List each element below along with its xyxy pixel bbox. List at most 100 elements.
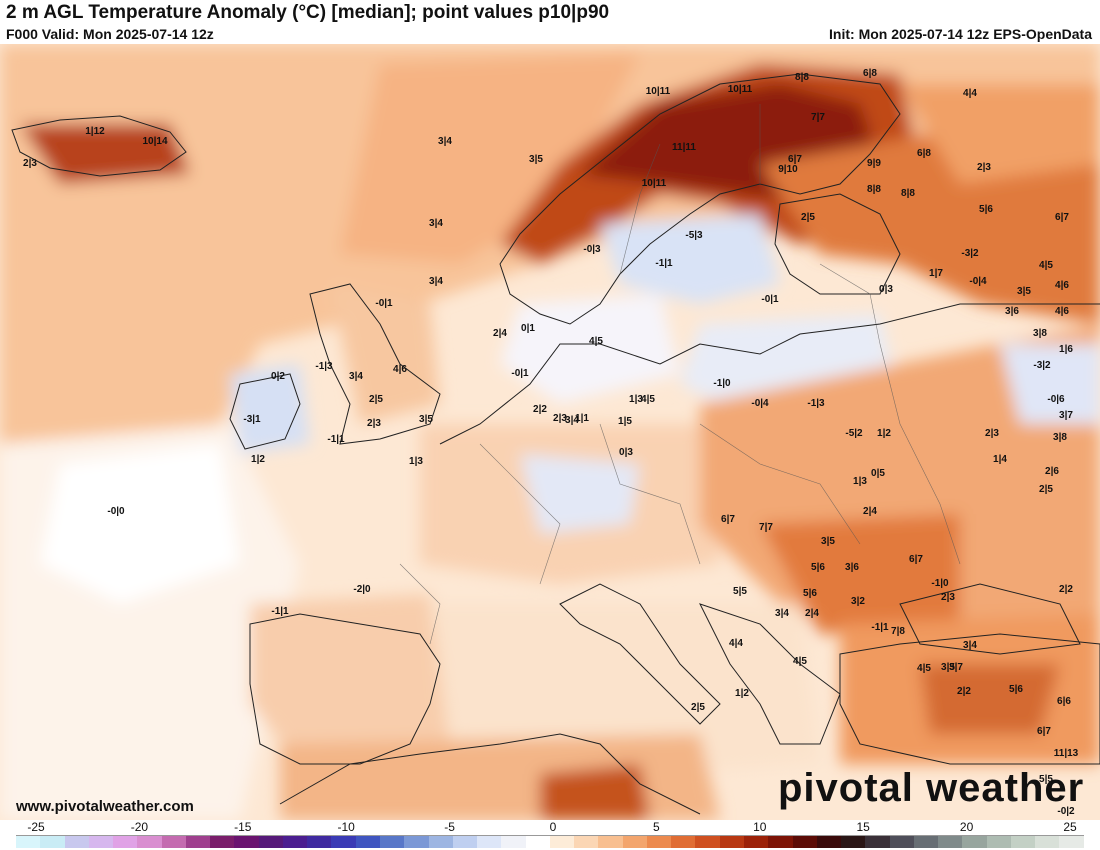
point-value-label: 6|8: [863, 68, 877, 79]
point-value-label: 1|3: [629, 394, 643, 405]
country-borders: [399, 104, 961, 645]
point-value-label: -1|1: [271, 606, 289, 617]
colorbar-tick-label: 25: [1063, 820, 1077, 834]
point-value-label: 1|12: [85, 126, 105, 137]
point-value-label: 3|5: [821, 536, 835, 547]
point-value-label: -1|3: [315, 361, 333, 372]
point-value-label: 3|2: [851, 596, 865, 607]
header: 2 m AGL Temperature Anomaly (°C) [median…: [0, 0, 1100, 44]
point-value-label: 7|7: [759, 522, 773, 533]
point-value-label: 6|6: [1057, 696, 1071, 707]
colorbar-swatch: [1010, 836, 1036, 848]
turkey-coast: [839, 633, 1100, 765]
scandinavia-coast: [499, 73, 901, 325]
point-value-label: 2|3: [23, 158, 37, 169]
colorbar-swatch: [210, 836, 235, 848]
point-value-label: 4|4: [729, 638, 743, 649]
colorbar-swatch: [477, 836, 502, 848]
britain-coast: [309, 283, 441, 445]
point-value-label: -2|0: [353, 584, 371, 595]
colorbar-swatch: [622, 836, 647, 848]
point-value-label: 6|7: [788, 154, 802, 165]
colorbar-swatch: [88, 836, 114, 848]
colorbar-swatch: [913, 836, 939, 848]
colorbar-tick-label: -5: [444, 820, 455, 834]
point-value-label: -1|3: [807, 398, 825, 409]
point-value-label: 1|4: [993, 454, 1007, 465]
point-value-label: 5|6: [803, 588, 817, 599]
point-value-label: 1|5: [618, 416, 632, 427]
anomaly-fill: [0, 44, 1100, 820]
colorbar-swatch: [938, 836, 963, 848]
point-value-label: -0|2: [1057, 806, 1075, 817]
website-label: www.pivotalweather.com: [16, 798, 194, 815]
point-value-label: 2|5: [1039, 484, 1053, 495]
colorbar-swatch: [355, 836, 380, 848]
colorbar-tick-label: 10: [753, 820, 767, 834]
colorbar-swatch: [865, 836, 890, 848]
point-value-label: 4|5: [917, 663, 931, 674]
colorbar-swatch: [695, 836, 720, 848]
point-value-label: 3|4: [349, 371, 363, 382]
point-value-label: 2|3: [977, 162, 991, 173]
colorbar-tick-label: 15: [856, 820, 870, 834]
colorbar-swatch: [986, 836, 1011, 848]
colorbar-swatch: [719, 836, 744, 848]
point-value-label: 5|6: [979, 204, 993, 215]
point-value-label: -1|1: [871, 622, 889, 633]
point-value-label: -0|1: [761, 294, 779, 305]
logo-text: pivotal weather: [778, 766, 1085, 810]
colorbar-swatch: [549, 836, 575, 848]
colorbar-swatch: [452, 836, 478, 848]
point-value-label: -0|3: [583, 244, 601, 255]
colorbar-swatch: [525, 836, 550, 848]
point-value-label: -1|1: [655, 258, 673, 269]
point-value-labels: 1|1210|142|33|43|53|43|4-0|0-3|1-2|0-1|1…: [23, 68, 1079, 817]
point-value-label: 2|4: [863, 506, 877, 517]
colorbar-ticks: -25 -20 -15 -10 -5 0 5 10 15 20 25: [0, 820, 1100, 834]
point-value-label: 2|2: [957, 686, 971, 697]
colorbar-swatch: [40, 836, 65, 848]
colorbar-swatch: [137, 836, 162, 848]
point-value-label: -1|0: [931, 578, 949, 589]
point-value-label: 3|5: [941, 662, 955, 673]
point-value-label: 2|4: [805, 608, 819, 619]
point-value-label: 2|4: [493, 328, 507, 339]
colorbar-tick-label: 20: [959, 820, 974, 834]
point-value-label: 2|2: [1059, 584, 1073, 595]
point-value-label: 4|6: [1055, 280, 1069, 291]
point-value-label: -5|3: [685, 230, 703, 241]
point-value-label: 0|5: [871, 468, 885, 479]
colorbar-swatch: [258, 836, 283, 848]
colorbar-swatch: [743, 836, 769, 848]
colorbar-swatch: [1035, 836, 1060, 848]
point-value-label: 0|2: [271, 371, 285, 382]
balkans-coast: [699, 603, 841, 745]
colorbar-swatch: [307, 836, 332, 848]
iberia-coast: [249, 613, 441, 765]
point-value-label: 2|3: [941, 592, 955, 603]
point-value-label: 3|6: [1005, 306, 1019, 317]
point-value-label: 5|6: [1009, 684, 1023, 695]
point-value-label: 6|8: [917, 148, 931, 159]
colorbar-tick-label: 0: [549, 820, 557, 834]
point-value-label: -1|0: [713, 378, 731, 389]
point-value-label: 3|4: [775, 608, 789, 619]
colorbar-swatch: [671, 836, 696, 848]
colorbar-swatch: [574, 836, 599, 848]
point-value-label: 3|5: [419, 414, 433, 425]
colorbar-swatch: [962, 836, 987, 848]
point-value-label: 1|6: [1059, 344, 1073, 355]
point-value-label: 2|5: [691, 702, 705, 713]
point-value-label: 1|7: [929, 268, 943, 279]
point-value-label: 10|14: [142, 136, 167, 147]
point-value-label: 2|5: [369, 394, 383, 405]
anomaly-map[interactable]: 1|1210|142|33|43|53|43|4-0|0-3|1-2|0-1|1…: [0, 44, 1100, 820]
valid-time: F000 Valid: Mon 2025-07-14 12z: [6, 26, 214, 42]
point-value-label: 3|4: [438, 136, 452, 147]
point-value-label: 2|5: [801, 212, 815, 223]
colorbar-swatch: [331, 836, 356, 848]
point-value-label: -0|4: [969, 276, 987, 287]
point-value-label: 10|11: [728, 84, 753, 95]
point-value-label: 6|7: [1055, 212, 1069, 223]
